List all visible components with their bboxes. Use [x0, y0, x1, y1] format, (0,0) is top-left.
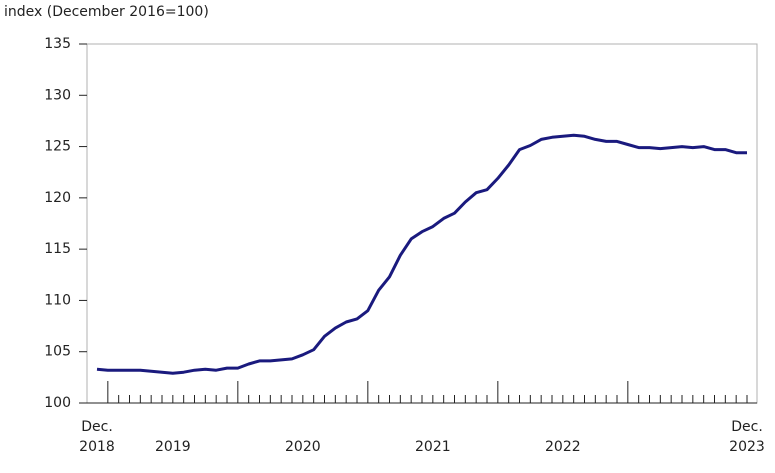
y-tick-label: 125 [44, 139, 71, 155]
x-tick-label: 2021 [415, 439, 451, 455]
x-tick-label: 2020 [285, 439, 321, 455]
y-axis-title: index (December 2016=100) [4, 4, 209, 20]
y-tick-label: 105 [44, 344, 71, 360]
y-tick-label: 110 [44, 292, 71, 308]
y-tick-label: 100 [44, 395, 71, 411]
y-tick-label: 135 [44, 36, 71, 52]
x-tick-label: 2019 [155, 439, 191, 455]
y-tick-label: 115 [44, 241, 71, 257]
plot-frame [86, 43, 758, 404]
y-tick-label: 130 [44, 87, 71, 103]
y-tick-label: 120 [44, 190, 71, 206]
x-tick-label: Dec. 2023 [729, 419, 765, 455]
data-line [96, 133, 747, 375]
x-tick-label: Dec. 2018 [79, 419, 115, 455]
x-tick-label: 2022 [545, 439, 581, 455]
